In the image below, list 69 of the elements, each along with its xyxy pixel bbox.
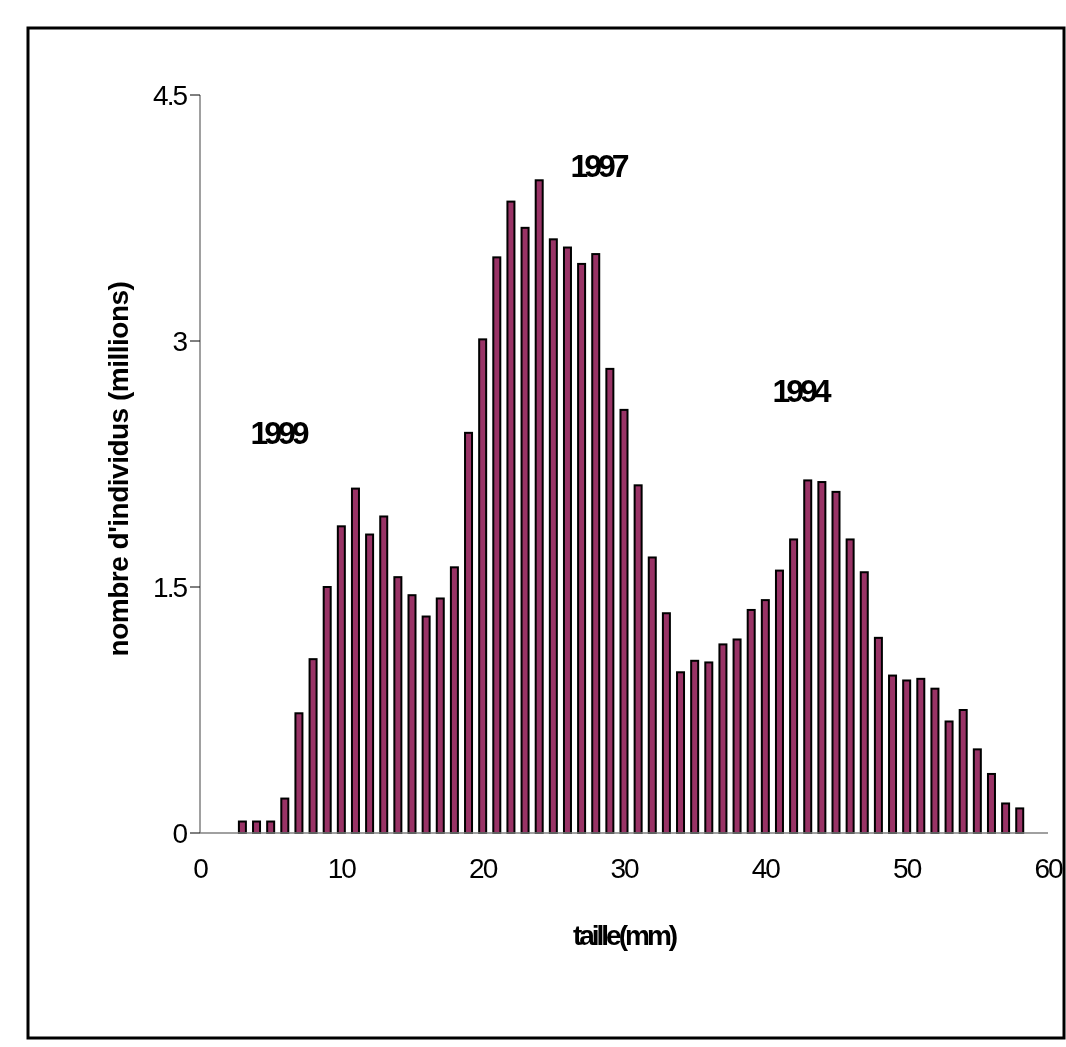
x-tick-label: 30 [610, 853, 639, 884]
x-tick-label: 40 [751, 853, 781, 884]
bar [1001, 802, 1011, 834]
bar [393, 576, 403, 834]
bar [605, 367, 615, 834]
bar [548, 238, 558, 834]
y-tick-label: 3 [172, 325, 188, 357]
bar [873, 636, 883, 834]
bar [534, 179, 544, 834]
bar [676, 671, 686, 834]
y-tick-label: 0 [172, 817, 188, 849]
bar [789, 538, 799, 834]
bar [633, 484, 643, 834]
bar [562, 246, 572, 834]
bar [421, 615, 431, 834]
bar [986, 772, 996, 834]
bar [506, 200, 516, 834]
bar [958, 709, 968, 834]
bar [591, 253, 601, 834]
bar [379, 515, 389, 834]
bar [322, 586, 332, 834]
bar [888, 674, 898, 834]
bar [704, 661, 714, 834]
bar [619, 408, 629, 834]
bar [280, 797, 290, 834]
x-tick-label: 10 [327, 853, 357, 884]
bar [407, 594, 417, 834]
bar [972, 748, 982, 834]
bar [859, 571, 869, 834]
bar [449, 566, 459, 834]
bar [520, 226, 530, 834]
bar [647, 556, 657, 834]
bar [478, 338, 488, 834]
annotation: 1994 [772, 373, 832, 410]
bar [365, 533, 375, 834]
y-tick-label: 4.5 [153, 79, 188, 111]
bar [1015, 807, 1025, 834]
y-tick-label: 1.5 [153, 571, 188, 603]
x-tick-label: 50 [893, 853, 922, 884]
bar [845, 538, 855, 834]
bar [817, 481, 827, 834]
x-tick-label: 60 [1034, 853, 1063, 884]
bar [308, 658, 318, 834]
bar [718, 643, 728, 834]
bar [916, 677, 926, 834]
bar [831, 490, 841, 834]
bar [464, 431, 474, 834]
annotation: 1999 [250, 415, 309, 452]
bar [435, 597, 445, 834]
bar [774, 569, 784, 834]
bar [732, 638, 742, 834]
x-tick-label: 20 [469, 853, 498, 884]
bar [944, 720, 954, 834]
bar [350, 487, 360, 834]
annotation: 1997 [570, 148, 629, 185]
x-axis-title: taille(mm) [572, 920, 677, 951]
bar [577, 262, 587, 834]
bar [760, 599, 770, 834]
bar [930, 687, 940, 834]
bar [902, 679, 912, 834]
bar [492, 256, 502, 834]
bar [690, 659, 700, 834]
bar [661, 612, 671, 834]
bar [336, 525, 346, 834]
x-tick-label: 0 [193, 853, 209, 884]
bar [294, 712, 304, 834]
y-axis-title: nombre d'individus (millions) [103, 281, 134, 657]
bar [746, 608, 756, 834]
bar [803, 479, 813, 834]
